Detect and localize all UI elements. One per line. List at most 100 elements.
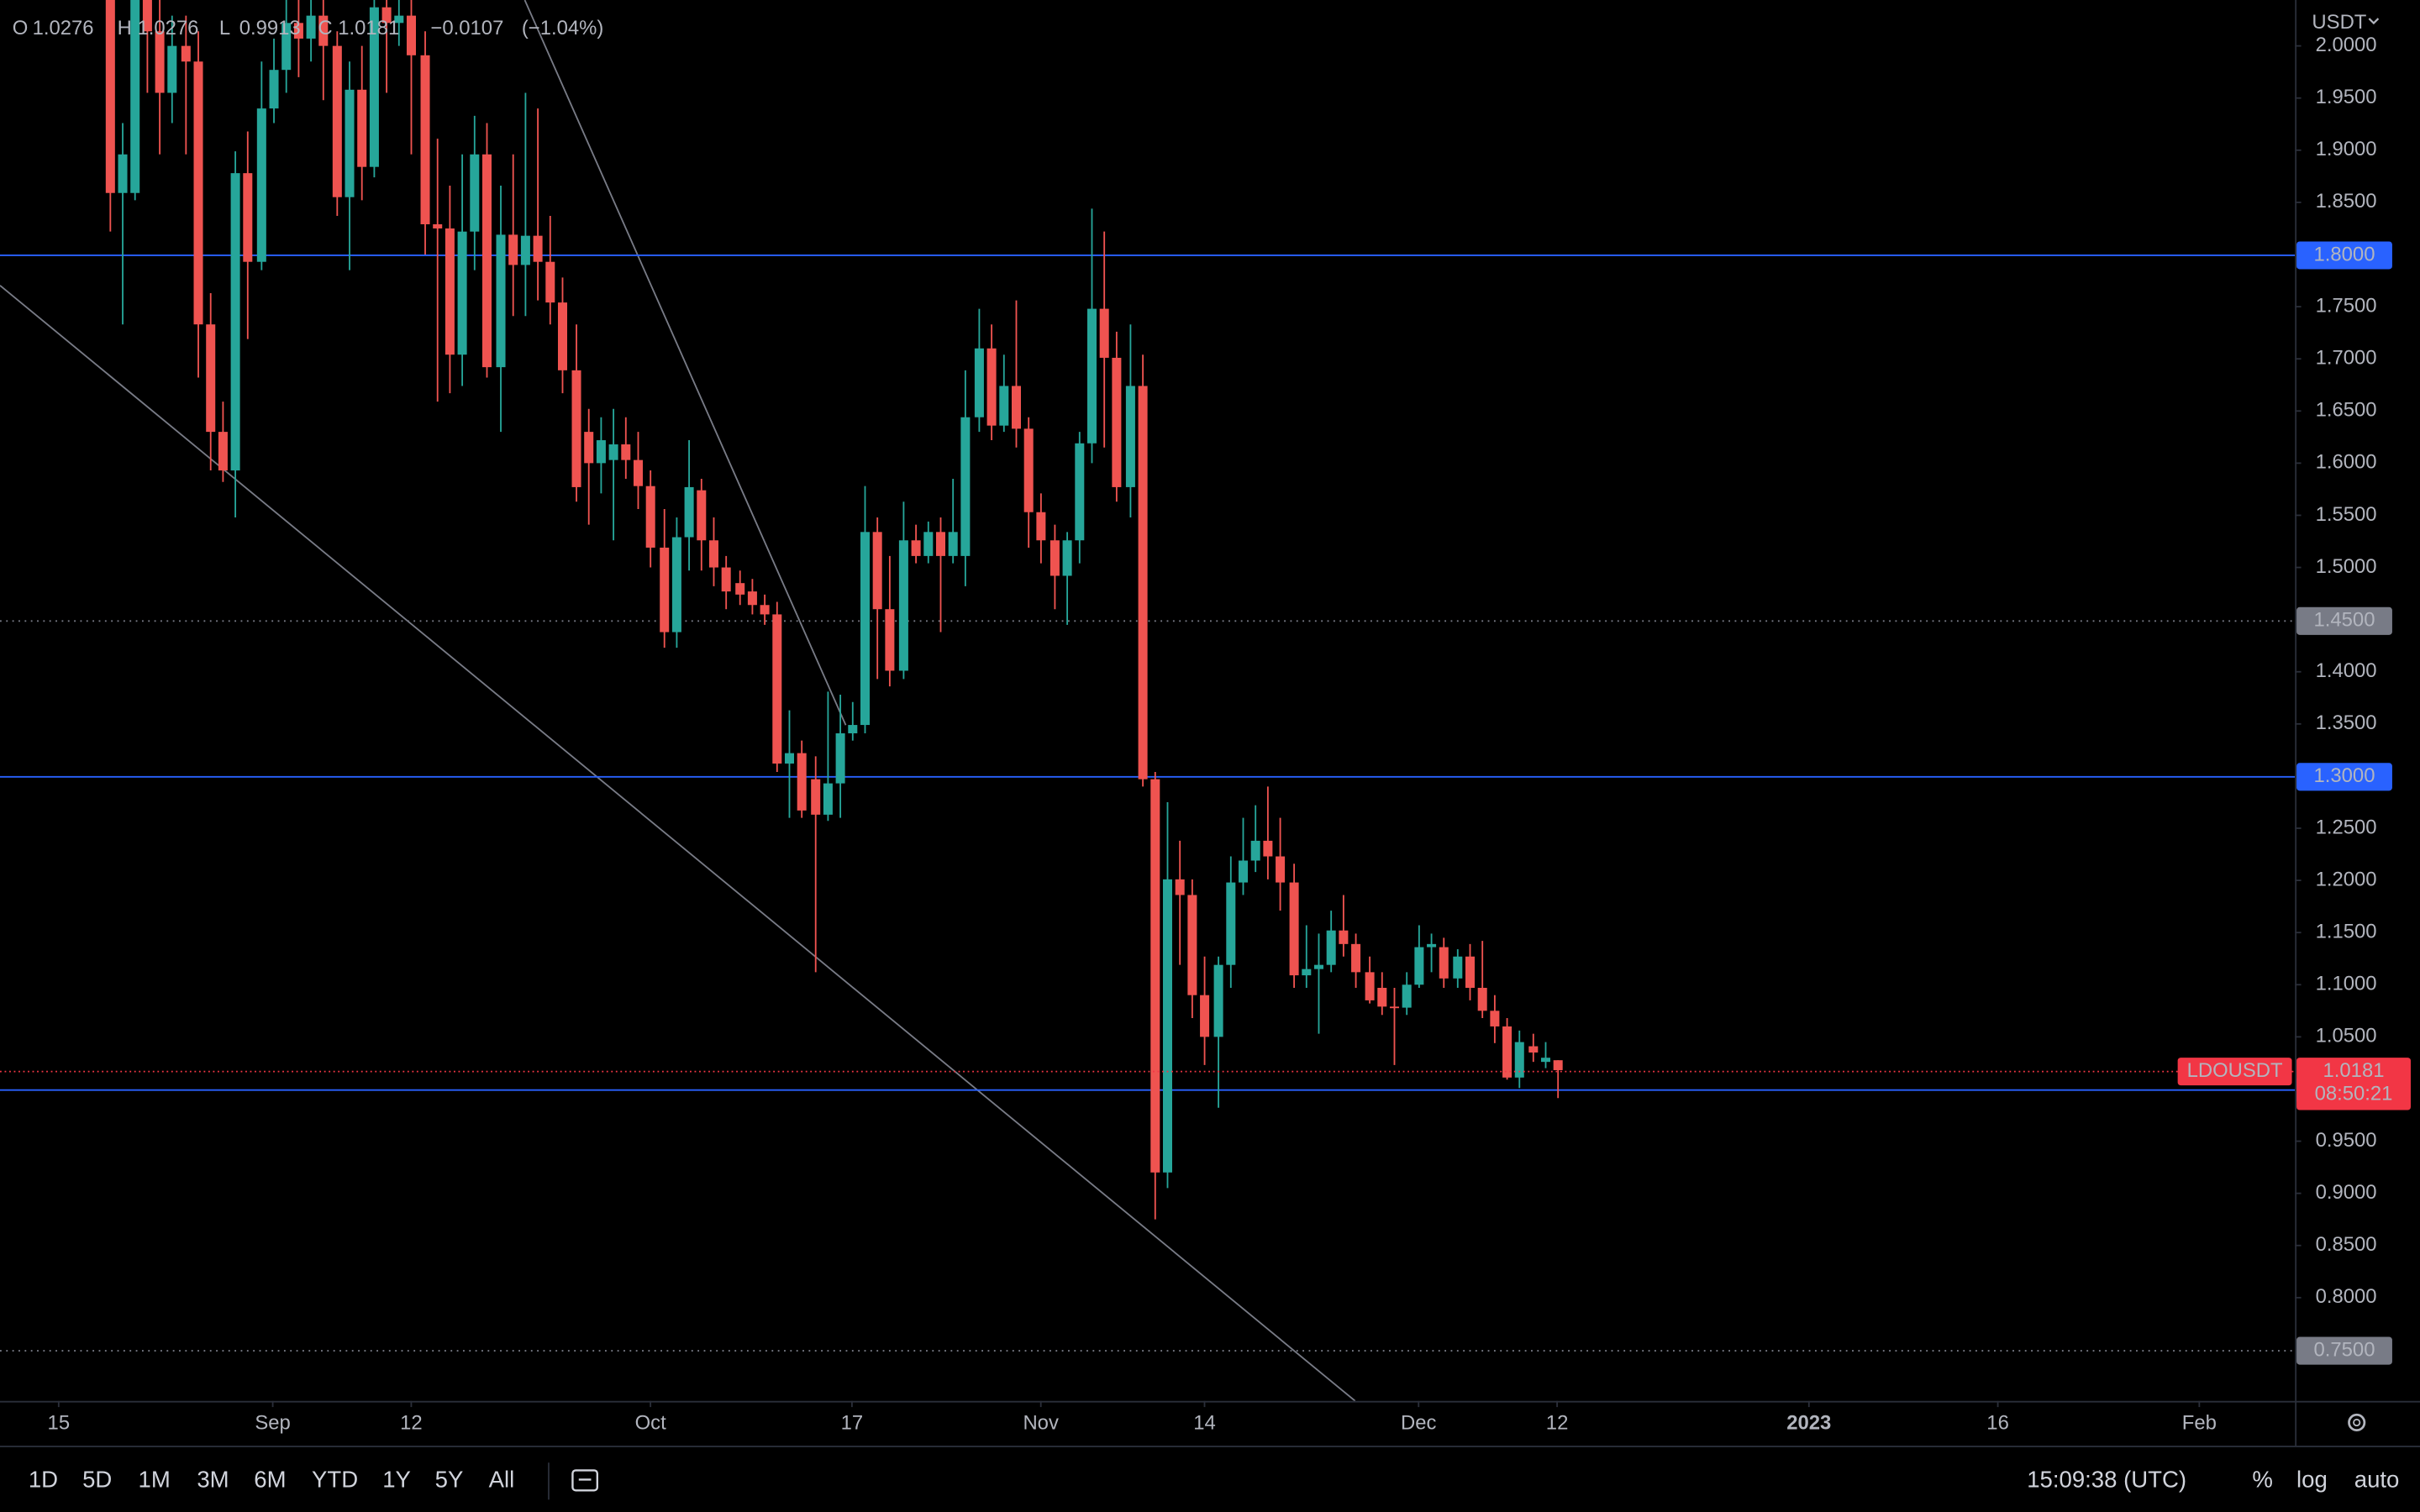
candle-body: [193, 61, 203, 325]
candle-body: [823, 783, 833, 815]
y-tick-label: 1.0500: [2316, 1025, 2377, 1047]
price-label: 1.3000: [2314, 764, 2375, 787]
y-tick-label: 1.7000: [2316, 346, 2377, 369]
candle-body: [369, 7, 379, 167]
candle-body: [1414, 947, 1424, 985]
range-button[interactable]: 1M: [139, 1467, 171, 1493]
candle-body: [885, 609, 895, 671]
candle-body: [293, 23, 303, 39]
candle-body: [1213, 964, 1223, 1037]
candle-body: [155, 31, 165, 93]
candle-body: [1276, 856, 1286, 883]
candle-body: [571, 370, 581, 487]
candle-body: [1553, 1060, 1563, 1070]
candle-body: [381, 7, 392, 24]
range-button[interactable]: 1Y: [382, 1467, 411, 1493]
candle-body: [772, 614, 782, 764]
candle-body: [1326, 930, 1336, 965]
range-button[interactable]: 5D: [82, 1467, 112, 1493]
candle-body: [633, 459, 643, 486]
y-tick-label: 1.5500: [2316, 503, 2377, 526]
candle-body: [1263, 840, 1273, 857]
candle-body: [735, 583, 745, 595]
candle-body: [935, 532, 945, 556]
candle-body: [708, 540, 718, 568]
x-tick-label: 17: [841, 1412, 864, 1435]
candle-body: [1036, 512, 1046, 541]
candle-body: [697, 490, 707, 541]
candle-body: [1302, 969, 1312, 976]
price-label-box: [2296, 241, 2392, 270]
currency-label[interactable]: USDT: [2312, 11, 2366, 34]
y-tick-label: 1.2500: [2316, 816, 2377, 838]
candle-body: [281, 23, 292, 71]
x-tick-label: Dec: [1401, 1412, 1437, 1435]
y-tick-label: 1.4000: [2316, 659, 2377, 682]
candle-body: [835, 732, 845, 784]
range-button[interactable]: 5Y: [435, 1467, 464, 1493]
scale-option[interactable]: log: [2296, 1467, 2328, 1493]
candle-body: [1453, 956, 1463, 979]
candle-body: [481, 154, 492, 368]
scale-option[interactable]: auto: [2354, 1467, 2400, 1493]
candle-body: [470, 154, 480, 232]
candle-body: [848, 725, 858, 733]
scale-option[interactable]: %: [2252, 1467, 2273, 1493]
range-button[interactable]: 3M: [197, 1467, 229, 1493]
x-tick-label: Oct: [635, 1412, 666, 1435]
candle-body: [911, 540, 921, 556]
y-tick-label: 1.9500: [2316, 86, 2377, 108]
candle-body: [142, 0, 152, 32]
candle-body: [118, 154, 128, 193]
ohlc-key: O: [13, 17, 29, 39]
x-tick-label: Nov: [1023, 1412, 1058, 1435]
x-tick-label: Sep: [255, 1412, 290, 1435]
plot-area: [0, 0, 2296, 1401]
candle-body: [445, 228, 455, 355]
candle-body: [784, 753, 794, 764]
symbol-label: LDOUSDT: [2187, 1059, 2283, 1082]
candle-body: [1402, 984, 1412, 1008]
candle-body: [1075, 443, 1085, 541]
candle-body: [433, 223, 443, 228]
candle-body: [1250, 840, 1260, 861]
settings-icon[interactable]: [2348, 1413, 2366, 1432]
price-label-box: [2296, 1336, 2392, 1365]
candle-body: [1138, 386, 1148, 780]
trend-line: [0, 285, 1356, 1401]
currency-caret: [2368, 18, 2380, 25]
candle-body: [811, 779, 821, 815]
range-button[interactable]: 1D: [29, 1467, 58, 1493]
y-tick-label: 1.7500: [2316, 294, 2377, 317]
candle-body: [394, 15, 404, 24]
candle-body: [960, 417, 971, 556]
candle-body: [872, 532, 882, 610]
goto-date-icon[interactable]: [571, 1469, 599, 1492]
candle-body: [584, 432, 594, 464]
y-tick-label: 0.8500: [2316, 1233, 2377, 1256]
candle-body: [621, 444, 631, 460]
y-tick-label: 1.3500: [2316, 711, 2377, 734]
y-tick-label: 1.6000: [2316, 451, 2377, 474]
countdown-label: 08:50:21: [2315, 1082, 2393, 1105]
range-button[interactable]: All: [489, 1467, 515, 1493]
candle-body: [345, 89, 355, 197]
candle-body: [1377, 987, 1387, 1007]
candle-body: [671, 537, 681, 633]
candle-body: [167, 45, 177, 93]
candle-body: [1502, 1026, 1512, 1078]
candle-body: [318, 15, 329, 46]
range-button[interactable]: YTD: [312, 1467, 358, 1493]
price-label: 1.8000: [2314, 243, 2375, 265]
candle-body: [747, 591, 757, 606]
candle-body: [1187, 895, 1197, 995]
candle-body: [496, 234, 506, 368]
y-tick-label: 1.1500: [2316, 920, 2377, 942]
candle-body: [1540, 1058, 1550, 1063]
y-tick-label: 1.6500: [2316, 399, 2377, 422]
candle-body: [1528, 1046, 1539, 1053]
range-button[interactable]: 6M: [254, 1467, 286, 1493]
